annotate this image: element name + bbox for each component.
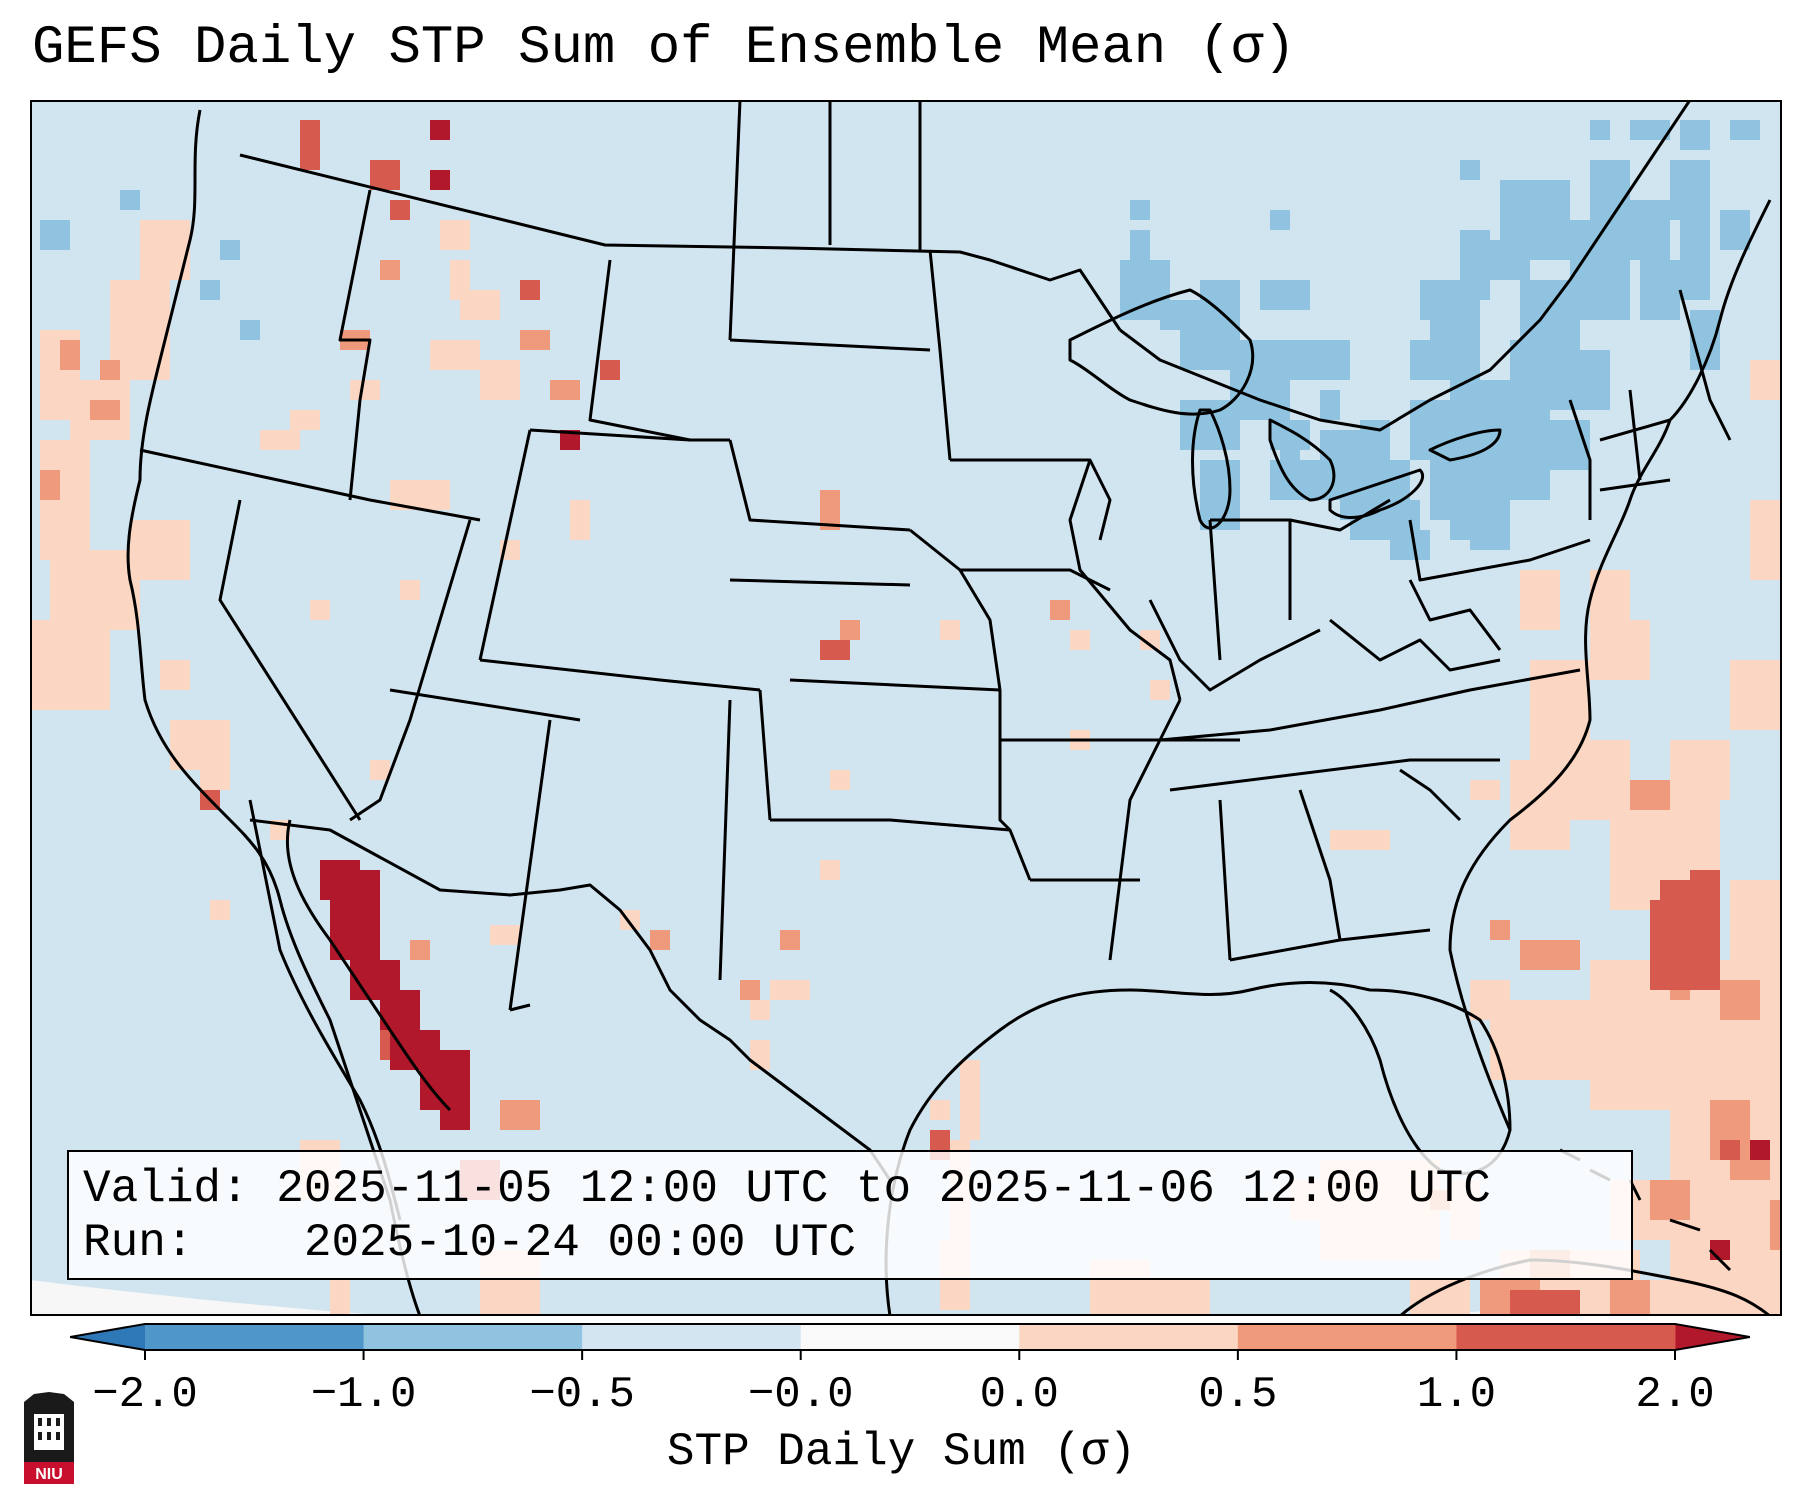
anomaly-cells-negative (40, 120, 1760, 560)
validity-info-box: Valid: 2025-11-05 12:00 UTC to 2025-11-0… (67, 1150, 1633, 1280)
colorbar-label: STP Daily Sum (σ) (666, 1426, 1137, 1478)
colorbar-tick-label: 1.0 (1417, 1370, 1496, 1420)
colorbar-segment (145, 1324, 365, 1350)
us-canada-border (239, 153, 1122, 331)
colorbar-segment (582, 1324, 802, 1350)
map-background (30, 100, 1782, 1316)
run-label: Run: (83, 1217, 194, 1269)
colorbar-segment (800, 1324, 1020, 1350)
run-line: Run: 2025-10-24 00:00 UTC (83, 1216, 1617, 1270)
colorbar-tick-label: −0.5 (529, 1370, 635, 1420)
colorbar-tick-label: −2.0 (92, 1370, 198, 1420)
colorbar: −2.0 −1.0 −0.5 −0.0 0.0 0.5 1.0 2.0 (70, 1323, 1750, 1420)
colorbar-tick-label: −0.0 (748, 1370, 854, 1420)
run-value: 2025-10-24 00:00 UTC (303, 1217, 856, 1269)
anomaly-cells-extreme (320, 120, 1770, 1260)
valid-line: Valid: 2025-11-05 12:00 UTC to 2025-11-0… (83, 1162, 1617, 1216)
colorbar-segment (363, 1324, 583, 1350)
colorbar-tick-label: 2.0 (1635, 1370, 1714, 1420)
lake-michigan (1191, 408, 1232, 530)
niu-huskie-logo-icon: NIU (24, 1392, 74, 1484)
map-frame (30, 100, 1782, 1316)
lake-superior (1068, 288, 1255, 416)
atlantic-coastline (1448, 199, 1772, 1131)
colorbar-segment (1019, 1324, 1239, 1350)
lake-huron (1268, 418, 1336, 502)
colorbar-tick-label: −1.0 (311, 1370, 417, 1420)
colorbar-extend-low (70, 1324, 145, 1350)
colorbar-segment (1456, 1324, 1676, 1350)
colorbar-segment (1237, 1324, 1457, 1350)
map-panel (30, 100, 1782, 1316)
colorbar-extend-high (1675, 1324, 1750, 1350)
colorbar-tick-label: 0.0 (980, 1370, 1059, 1420)
us-mexico-border (249, 818, 892, 1181)
lake-ontario (1428, 428, 1502, 462)
colorbar-tick-label: 0.5 (1198, 1370, 1277, 1420)
valid-label: Valid: (83, 1163, 249, 1215)
lake-erie (1328, 468, 1424, 519)
valid-value: 2025-11-05 12:00 UTC to 2025-11-06 12:00… (276, 1163, 1491, 1215)
map-title: GEFS Daily STP Sum of Ensemble Mean (σ) (32, 18, 1296, 79)
logo-text: NIU (35, 1466, 63, 1483)
